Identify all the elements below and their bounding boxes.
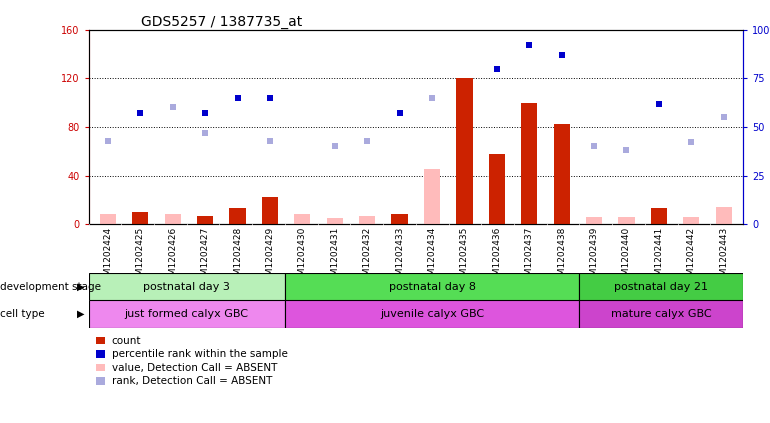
Bar <box>457 78 473 224</box>
Bar <box>424 170 440 224</box>
Text: GSM1202424: GSM1202424 <box>103 227 112 287</box>
Text: GSM1202433: GSM1202433 <box>395 227 404 287</box>
Bar <box>197 216 213 224</box>
Text: GDS5257 / 1387735_at: GDS5257 / 1387735_at <box>141 14 302 29</box>
Point <box>232 94 244 101</box>
Bar <box>618 217 634 224</box>
Point <box>199 129 211 136</box>
Point <box>329 143 341 150</box>
Point <box>426 94 438 101</box>
Text: GSM1202442: GSM1202442 <box>687 227 696 287</box>
Bar <box>683 217 699 224</box>
Text: GSM1202441: GSM1202441 <box>654 227 663 287</box>
Bar <box>554 124 570 224</box>
Text: GSM1202431: GSM1202431 <box>330 227 340 287</box>
Text: value, Detection Call = ABSENT: value, Detection Call = ABSENT <box>112 363 277 373</box>
Text: GSM1202434: GSM1202434 <box>427 227 437 287</box>
Point <box>653 100 665 107</box>
Text: development stage: development stage <box>0 282 101 291</box>
Text: GSM1202435: GSM1202435 <box>460 227 469 287</box>
Point <box>458 0 470 4</box>
Point <box>588 143 600 150</box>
Bar <box>132 212 149 224</box>
Text: postnatal day 8: postnatal day 8 <box>389 282 476 291</box>
Point <box>264 137 276 144</box>
Text: GSM1202439: GSM1202439 <box>590 227 598 287</box>
Bar <box>285 273 580 300</box>
Point <box>393 110 406 117</box>
Bar <box>521 102 537 224</box>
Text: cell type: cell type <box>0 309 45 319</box>
Text: postnatal day 3: postnatal day 3 <box>143 282 230 291</box>
Point <box>621 147 633 154</box>
Point <box>555 52 567 58</box>
Bar <box>359 216 375 224</box>
Text: percentile rank within the sample: percentile rank within the sample <box>112 349 287 359</box>
Text: GSM1202427: GSM1202427 <box>201 227 209 287</box>
Bar <box>715 207 732 224</box>
Bar <box>579 273 743 300</box>
Text: rank, Detection Call = ABSENT: rank, Detection Call = ABSENT <box>112 376 272 386</box>
Text: GSM1202432: GSM1202432 <box>363 227 372 287</box>
Point <box>523 42 535 49</box>
Bar <box>285 300 580 328</box>
Text: postnatal day 21: postnatal day 21 <box>614 282 708 291</box>
Point <box>361 137 373 144</box>
Text: mature calyx GBC: mature calyx GBC <box>611 309 711 319</box>
Bar <box>89 300 285 328</box>
Text: GSM1202438: GSM1202438 <box>557 227 566 287</box>
Text: count: count <box>112 335 141 346</box>
Text: GSM1202437: GSM1202437 <box>524 227 534 287</box>
Point <box>264 94 276 101</box>
Text: GSM1202430: GSM1202430 <box>298 227 307 287</box>
Text: ▶: ▶ <box>77 282 85 291</box>
Point <box>199 110 211 117</box>
Bar <box>586 217 602 224</box>
Bar <box>326 218 343 224</box>
Bar <box>229 209 246 224</box>
Text: GSM1202440: GSM1202440 <box>622 227 631 287</box>
Point <box>134 110 146 117</box>
Bar <box>489 154 505 224</box>
Point <box>102 137 114 144</box>
Bar <box>391 214 407 224</box>
Bar <box>262 198 278 224</box>
Bar <box>579 300 743 328</box>
Bar <box>294 214 310 224</box>
Bar <box>165 214 181 224</box>
Text: just formed calyx GBC: just formed calyx GBC <box>125 309 249 319</box>
Text: GSM1202426: GSM1202426 <box>169 227 177 287</box>
Point <box>166 104 179 111</box>
Bar <box>651 209 667 224</box>
Text: ▶: ▶ <box>77 309 85 319</box>
Text: GSM1202436: GSM1202436 <box>492 227 501 287</box>
Point <box>685 139 698 146</box>
Bar <box>89 273 285 300</box>
Point <box>718 114 730 121</box>
Text: GSM1202425: GSM1202425 <box>136 227 145 287</box>
Point <box>490 65 503 72</box>
Text: juvenile calyx GBC: juvenile calyx GBC <box>380 309 484 319</box>
Text: GSM1202429: GSM1202429 <box>266 227 274 287</box>
Bar <box>100 214 116 224</box>
Text: GSM1202443: GSM1202443 <box>719 227 728 287</box>
Text: GSM1202428: GSM1202428 <box>233 227 242 287</box>
